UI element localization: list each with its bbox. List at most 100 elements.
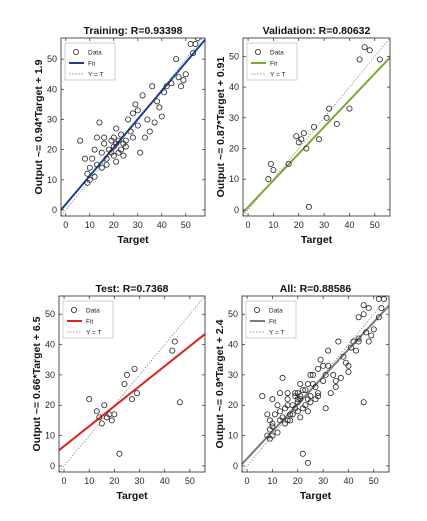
data-point (96, 414, 103, 421)
data-point (122, 143, 129, 150)
data-point (180, 77, 187, 84)
x-tick-label: 10 (268, 220, 278, 230)
y-tick-label: 0 (233, 461, 238, 471)
legend-entry: Y = T (269, 330, 285, 337)
x-axis-label: Target (300, 490, 332, 502)
x-tick-label: 20 (293, 476, 303, 486)
data-point (285, 160, 292, 167)
data-point (347, 344, 354, 351)
data-point (173, 56, 180, 63)
data-point (128, 396, 135, 403)
legend: Data Fit Y = T (245, 300, 297, 339)
data-point (110, 152, 117, 159)
data-point (287, 417, 294, 424)
y-tick-label: 50 (229, 51, 239, 61)
data-point (335, 338, 342, 345)
data-point (378, 305, 385, 312)
data-point (134, 122, 141, 129)
data-point (123, 371, 130, 378)
data-point (86, 164, 93, 171)
plot-content (242, 296, 389, 472)
data-point (139, 92, 146, 99)
data-point (171, 338, 178, 345)
data-point (120, 152, 127, 159)
y-tick-label: 0 (234, 205, 239, 215)
data-point (118, 146, 125, 153)
y-tick-label: 20 (229, 143, 239, 153)
y-tick-label: 40 (228, 340, 238, 350)
legend-entry: Data (270, 50, 284, 57)
data-point (98, 420, 105, 427)
panel-4: 0 10 20 30 40 50 0 10 20 30 40 50 All: R=0.88586 Targ… (214, 283, 390, 502)
data-point (137, 149, 144, 156)
data-point (284, 390, 291, 397)
data-point (151, 119, 158, 126)
x-tick-label: 30 (319, 220, 329, 230)
data-point (323, 114, 330, 121)
data-point (309, 371, 316, 378)
data-point (294, 408, 301, 415)
data-point (375, 314, 382, 321)
fit-line (243, 56, 390, 214)
y-tick-label: 40 (45, 340, 55, 350)
panel-3: 0 10 20 30 40 50 0 10 20 30 40 50 Test: R=0.7368 Targ… (31, 283, 206, 502)
data-point (315, 393, 322, 400)
axes-frame (241, 295, 390, 473)
data-point (325, 347, 332, 354)
data-point (86, 396, 93, 403)
x-tick-label: 50 (185, 476, 195, 486)
data-point (300, 130, 307, 137)
y-tick-label: 50 (47, 54, 57, 64)
data-point (353, 347, 360, 354)
data-point (333, 120, 340, 127)
plot-content (61, 38, 205, 216)
x-tick-label: 10 (267, 476, 277, 486)
data-point (332, 377, 339, 384)
plot-content (59, 296, 205, 472)
legend-entry: Fit (270, 61, 277, 68)
data-point (297, 380, 304, 387)
data-point (101, 402, 108, 409)
y-tick-label: 50 (45, 309, 55, 319)
data-point (91, 173, 98, 180)
data-point (108, 417, 115, 424)
data-point (355, 338, 362, 345)
data-point (259, 393, 266, 400)
data-point (84, 170, 91, 177)
y-tick-label: 20 (45, 400, 55, 410)
data-point (129, 110, 136, 117)
y-tick-label: 40 (229, 82, 239, 92)
y-tick-label: 10 (228, 431, 238, 441)
x-tick-label: 50 (181, 220, 191, 230)
y-tick-label: 30 (229, 113, 239, 123)
data-point (158, 113, 165, 120)
legend-entry: Y = T (88, 72, 104, 79)
legend: Data Fit Y = T (62, 300, 114, 339)
legend-entry: Y = T (270, 72, 286, 79)
x-tick-label: 0 (62, 476, 67, 486)
data-point (131, 365, 138, 372)
data-point (274, 402, 281, 409)
data-point (315, 390, 322, 397)
data-point (346, 105, 353, 112)
data-point (86, 176, 93, 183)
chart-title: Test: R=0.7368 (95, 283, 168, 295)
y-tick-label: 10 (47, 175, 57, 185)
data-point (270, 166, 277, 173)
data-point (182, 71, 189, 78)
data-point (113, 158, 120, 165)
data-point (284, 396, 291, 403)
y-tick-label: 10 (45, 431, 55, 441)
data-point (277, 408, 284, 415)
axes-frame (60, 37, 206, 217)
data-point (366, 47, 373, 54)
data-point (103, 155, 110, 162)
data-point (292, 390, 299, 397)
data-point (125, 116, 132, 123)
data-point (360, 399, 367, 406)
data-point (368, 332, 375, 339)
identity-line (59, 296, 205, 472)
data-point (326, 105, 333, 112)
data-point (307, 399, 314, 406)
